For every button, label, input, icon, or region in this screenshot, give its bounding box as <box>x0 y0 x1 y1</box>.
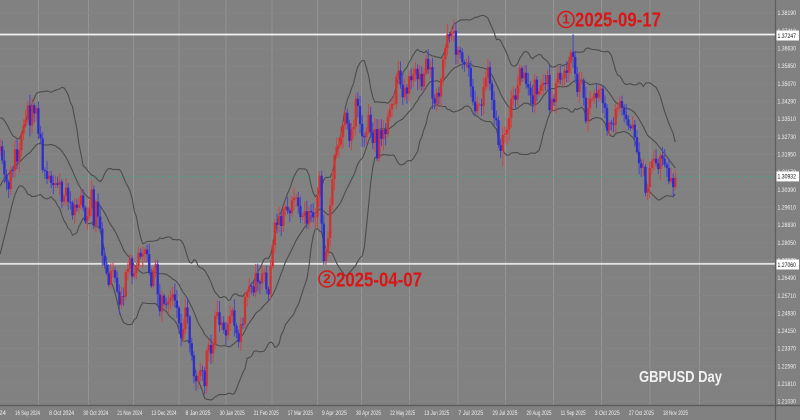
svg-text:2: 2 <box>323 271 330 286</box>
svg-text:1.22590: 1.22590 <box>778 363 797 370</box>
svg-text:30 Apr 2025: 30 Apr 2025 <box>356 410 381 417</box>
svg-text:13 Jun 2025: 13 Jun 2025 <box>424 410 449 417</box>
svg-text:1.26490: 1.26490 <box>778 275 797 282</box>
svg-text:3 Oct 2025: 3 Oct 2025 <box>595 410 620 417</box>
svg-text:13 Dec 2024: 13 Dec 2024 <box>151 410 176 417</box>
svg-text:27 Oct 2025: 27 Oct 2025 <box>629 410 654 417</box>
svg-text:2025-09-17: 2025-09-17 <box>575 10 661 32</box>
svg-text:7 Jul 2025: 7 Jul 2025 <box>458 410 483 417</box>
svg-text:1.38190: 1.38190 <box>778 10 797 17</box>
svg-text:1.24150: 1.24150 <box>778 328 797 335</box>
svg-text:1.21810: 1.21810 <box>778 381 797 388</box>
svg-text:9 Apr 2025: 9 Apr 2025 <box>322 410 347 417</box>
svg-text:30 Oct 2024: 30 Oct 2024 <box>83 410 108 417</box>
svg-text:1.34290: 1.34290 <box>778 98 797 105</box>
svg-text:21 Nov 2024: 21 Nov 2024 <box>117 410 142 417</box>
svg-text:1: 1 <box>562 11 569 26</box>
svg-text:1.28830: 1.28830 <box>778 222 797 229</box>
svg-text:21 Feb 2025: 21 Feb 2025 <box>254 410 279 417</box>
svg-text:29 Jul 2025: 29 Jul 2025 <box>492 410 517 417</box>
svg-text:11 Sep 2025: 11 Sep 2025 <box>561 410 586 417</box>
svg-text:22 May 2025: 22 May 2025 <box>390 410 415 417</box>
svg-text:18 Nov 2025: 18 Nov 2025 <box>663 410 688 417</box>
svg-text:1.35070: 1.35070 <box>778 81 797 88</box>
svg-text:8 Oct 2024: 8 Oct 2024 <box>49 410 74 417</box>
svg-text:1.37247: 1.37247 <box>778 33 797 40</box>
svg-text:16 Sep 2024: 16 Sep 2024 <box>15 410 40 417</box>
svg-text:2025-04-07: 2025-04-07 <box>336 270 422 292</box>
svg-text:1.35850: 1.35850 <box>778 63 797 70</box>
svg-text:1.28050: 1.28050 <box>778 240 797 247</box>
svg-text:GBPUSD Day: GBPUSD Day <box>639 369 722 386</box>
svg-text:1.32730: 1.32730 <box>778 134 797 141</box>
svg-text:1.23370: 1.23370 <box>778 346 797 353</box>
svg-text:1.31950: 1.31950 <box>778 151 797 158</box>
svg-text:1.27060: 1.27060 <box>778 262 797 269</box>
svg-text:30 Jan 2025: 30 Jan 2025 <box>220 410 245 417</box>
svg-text:20 Aug 2025: 20 Aug 2025 <box>527 410 552 417</box>
svg-text:1.21030: 1.21030 <box>778 399 797 406</box>
svg-text:1.29610: 1.29610 <box>778 204 797 211</box>
svg-text:1.30932: 1.30932 <box>778 174 797 181</box>
svg-text:8 Jan 2025: 8 Jan 2025 <box>186 410 211 417</box>
svg-text:1.24930: 1.24930 <box>778 310 797 317</box>
svg-text:1.30390: 1.30390 <box>778 187 797 194</box>
svg-text:1.36630: 1.36630 <box>778 45 797 52</box>
svg-text:26 Aug 2024: 26 Aug 2024 <box>0 410 7 417</box>
svg-text:1.33510: 1.33510 <box>778 116 797 123</box>
svg-text:1.25710: 1.25710 <box>778 293 797 300</box>
svg-text:17 Mar 2025: 17 Mar 2025 <box>288 410 313 417</box>
